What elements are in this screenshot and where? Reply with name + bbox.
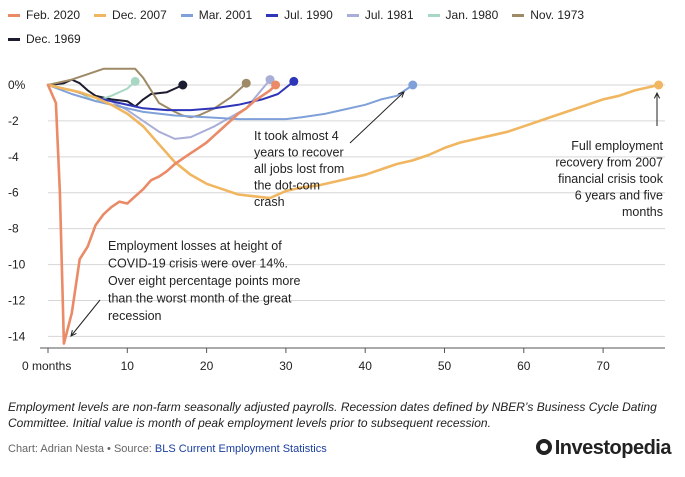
annotation-line: It took almost 4 xyxy=(254,129,339,143)
annotation-arrow-line xyxy=(349,91,405,144)
x-tick-label: 10 xyxy=(121,359,135,373)
chart-footnote: Employment levels are non-farm seasonall… xyxy=(8,400,657,430)
x-tick-label: 50 xyxy=(438,359,452,373)
y-tick-label: -8 xyxy=(8,222,19,236)
annotation-line: Over eight percentage points more xyxy=(108,274,301,288)
legend-item: Jul. 1981 xyxy=(346,8,414,22)
x-tick-label: 60 xyxy=(517,359,531,373)
series-line xyxy=(46,83,660,200)
investopedia-logo: Investopedia xyxy=(535,437,672,460)
y-tick-label: -6 xyxy=(8,186,19,200)
series-end-point xyxy=(265,75,275,85)
y-tick-label: -12 xyxy=(8,293,26,307)
series-end-point xyxy=(178,80,188,90)
y-tick-label: -10 xyxy=(8,258,26,272)
source-link[interactable]: BLS Current Employment Statistics xyxy=(154,443,327,455)
annotation-line: COVID-19 crisis were over 14%. xyxy=(108,257,288,271)
legend-label: Jul. 1981 xyxy=(364,8,414,22)
y-tick-label: -14 xyxy=(8,329,26,343)
legend-label: Mar. 2001 xyxy=(198,8,253,22)
x-tick-label: 30 xyxy=(279,359,293,373)
series-end-point xyxy=(408,80,418,90)
annotation-line: the dot-com xyxy=(254,179,320,193)
annotation-covid: Employment losses at height of COVID-19 c… xyxy=(108,239,301,323)
series-end-point xyxy=(241,78,251,88)
legend-label: Feb. 2020 xyxy=(26,8,81,22)
legend-swatch xyxy=(180,14,193,18)
series-line xyxy=(46,83,277,345)
logo-mark-icon xyxy=(535,439,552,455)
annotation-arrowhead xyxy=(653,91,661,99)
annotation-line: all jobs lost from xyxy=(254,162,344,176)
legend-item: Feb. 2020 xyxy=(8,8,80,22)
logo-text: Investopedia xyxy=(554,437,672,459)
annotation-line: recovery from 2007 xyxy=(555,156,663,170)
legend-item: Nov. 1973 xyxy=(512,8,584,22)
x-tick-label: 20 xyxy=(200,359,214,373)
legend-label: Jan. 1980 xyxy=(445,8,499,22)
legend-swatch xyxy=(8,38,20,42)
annotation-line: than the worst month of the great xyxy=(108,292,292,306)
y-tick-label: -4 xyxy=(8,150,19,164)
legend-swatch xyxy=(346,14,359,18)
annotation-arrowhead xyxy=(398,91,405,98)
annotation-line: months xyxy=(622,205,663,219)
legend-swatch xyxy=(8,14,20,18)
legend-item: Jan. 1980 xyxy=(427,8,499,22)
legend-item: Dec. 1969 xyxy=(8,32,81,46)
y-tick-label: 0% xyxy=(8,78,26,92)
series-end-point xyxy=(271,80,281,90)
annotation-dotcom: It took almost 4 years to recover all jobs… xyxy=(254,129,344,209)
legend-label: Jul. 1990 xyxy=(284,8,333,22)
legend-swatch xyxy=(512,14,525,18)
annotation-line: years to recover xyxy=(254,146,344,160)
annotation-line: financial crisis took xyxy=(558,172,664,186)
series-end-point xyxy=(289,76,299,86)
annotation-arrow-line xyxy=(70,299,101,337)
legend-swatch xyxy=(427,14,440,18)
legend-swatch xyxy=(266,14,279,18)
legend-label: Dec. 2007 xyxy=(112,8,167,22)
x-tick-label: 40 xyxy=(359,359,373,373)
annotation-line: 6 years and five xyxy=(575,189,663,203)
series-line xyxy=(47,67,248,119)
legend-swatch xyxy=(94,14,107,18)
annotation-line: crash xyxy=(254,195,285,209)
legend-label: Dec. 1969 xyxy=(26,32,81,46)
series-end-point xyxy=(130,76,140,86)
annotation-line: Employment losses at height of xyxy=(108,239,282,253)
gridlines xyxy=(48,84,665,337)
annotation-arrowhead xyxy=(70,330,77,337)
series-end-point xyxy=(654,80,664,90)
legend-item: Dec. 2007 xyxy=(94,8,167,22)
x-tick-label: 70 xyxy=(596,359,610,373)
legend-label: Nov. 1973 xyxy=(530,8,585,22)
line-chart: 0% -2 -4 -6 -8 -10 -12 -14 0 months 10 20 30 40 50 60 7… xyxy=(8,67,665,373)
chart-credit: Chart: Adrian Nesta • Source: BLS Curren… xyxy=(8,443,327,455)
annotation-line: recession xyxy=(108,309,162,323)
chart-legend: Feb. 2020 Dec. 2007 Mar. 2001 Jul. 1990 Jul.… xyxy=(8,6,668,54)
y-tick-label: -2 xyxy=(8,114,19,128)
legend-item: Jul. 1990 xyxy=(266,8,333,22)
annotation-2007: Full employment recovery from 2007 financi… xyxy=(555,139,663,219)
x-tick-label: 0 months xyxy=(22,359,71,373)
legend-item: Mar. 2001 xyxy=(180,8,253,22)
annotation-line: Full employment xyxy=(571,139,663,153)
credit-text: Chart: Adrian Nesta • Source: xyxy=(8,443,155,455)
